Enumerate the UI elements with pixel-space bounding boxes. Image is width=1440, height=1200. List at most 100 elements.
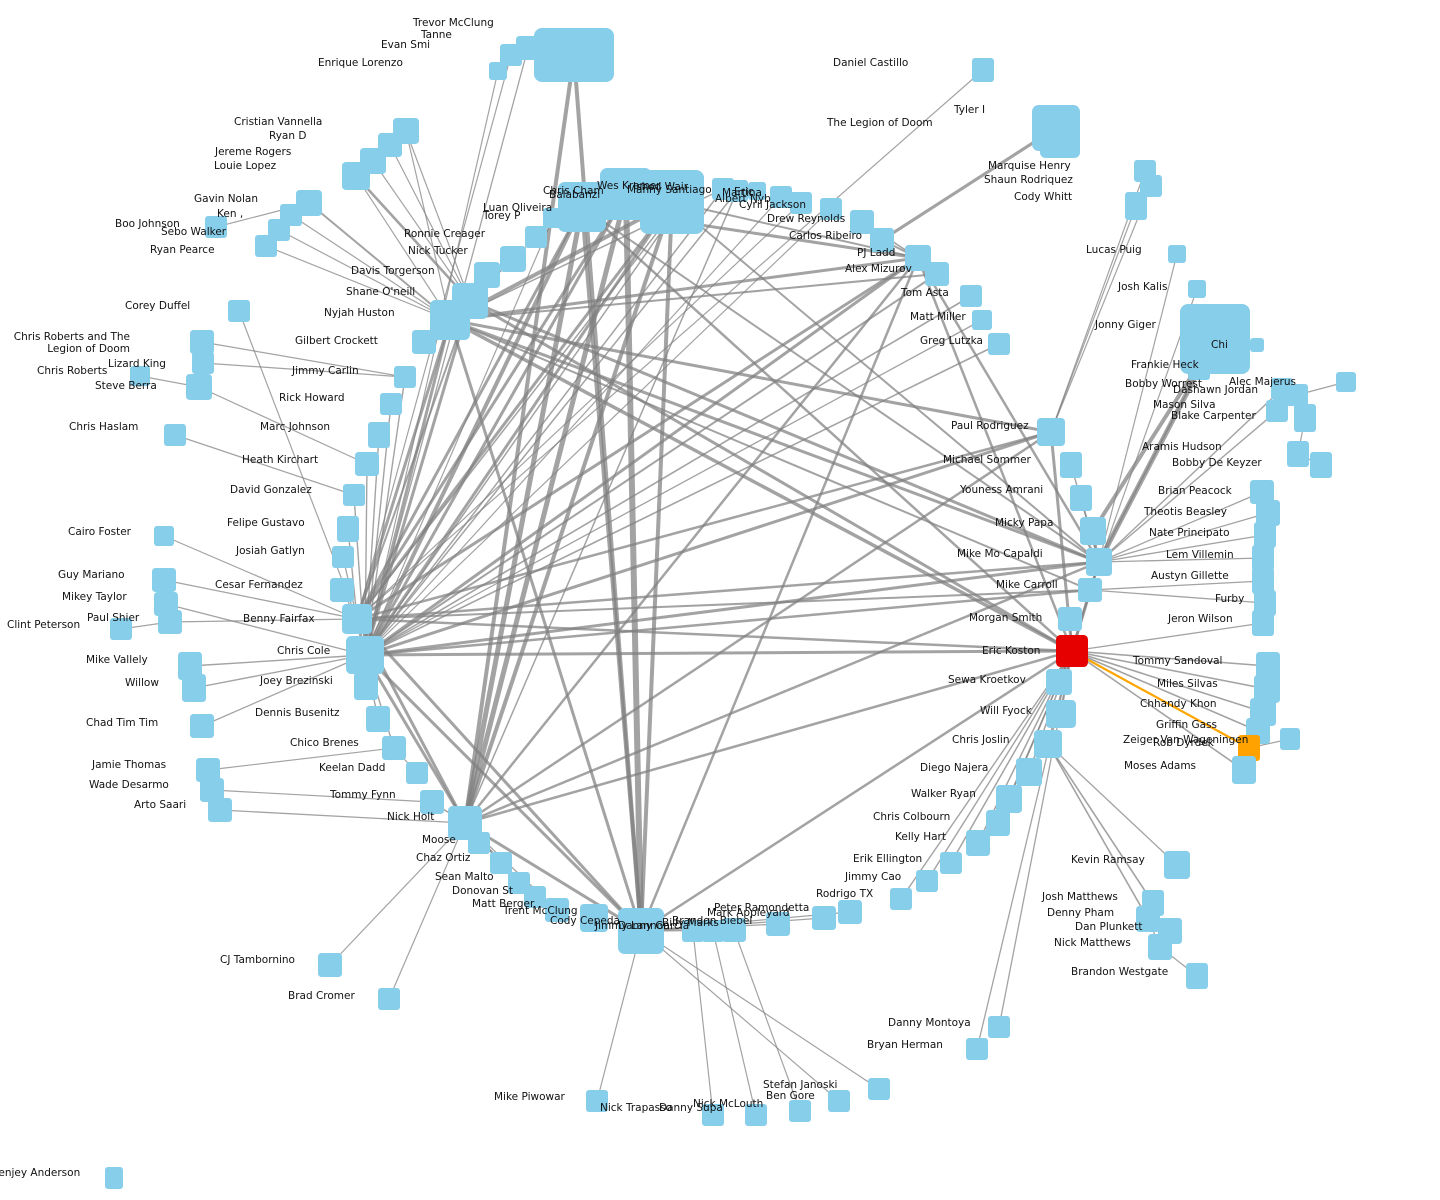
graph-node[interactable] bbox=[355, 452, 379, 476]
graph-node[interactable] bbox=[558, 182, 606, 232]
graph-node[interactable] bbox=[684, 175, 704, 195]
graph-node[interactable] bbox=[1294, 404, 1316, 432]
graph-node[interactable] bbox=[342, 162, 370, 190]
graph-node[interactable] bbox=[682, 920, 704, 942]
graph-node[interactable] bbox=[500, 44, 522, 66]
graph-node[interactable] bbox=[1058, 607, 1082, 631]
graph-node[interactable] bbox=[1034, 730, 1062, 758]
graph-node[interactable] bbox=[430, 300, 470, 340]
graph-node[interactable] bbox=[468, 832, 490, 854]
graph-node[interactable] bbox=[1254, 522, 1276, 548]
graph-node[interactable] bbox=[916, 870, 938, 892]
graph-node[interactable] bbox=[524, 886, 546, 908]
graph-node[interactable] bbox=[186, 374, 212, 400]
graph-node[interactable] bbox=[828, 1090, 850, 1112]
graph-node[interactable] bbox=[1140, 175, 1162, 197]
graph-node[interactable] bbox=[343, 484, 365, 506]
graph-node[interactable] bbox=[726, 180, 748, 202]
graph-node[interactable] bbox=[182, 674, 206, 702]
graph-node[interactable] bbox=[988, 1016, 1010, 1038]
graph-node[interactable] bbox=[972, 310, 992, 330]
graph-node[interactable] bbox=[525, 226, 547, 248]
graph-node[interactable] bbox=[330, 578, 354, 602]
graph-node[interactable] bbox=[1254, 590, 1276, 616]
graph-node[interactable] bbox=[354, 672, 378, 700]
graph-node[interactable] bbox=[1252, 610, 1274, 636]
graph-node[interactable] bbox=[820, 198, 842, 220]
graph-node[interactable] bbox=[600, 168, 652, 220]
graph-node[interactable] bbox=[380, 393, 402, 415]
graph-node[interactable] bbox=[1280, 728, 1300, 750]
graph-node[interactable] bbox=[332, 546, 354, 568]
graph-node[interactable] bbox=[770, 186, 792, 208]
graph-node[interactable] bbox=[870, 228, 894, 252]
graph-node[interactable] bbox=[1040, 118, 1080, 158]
graph-node[interactable] bbox=[420, 790, 444, 814]
graph-node[interactable] bbox=[1186, 963, 1208, 989]
graph-node[interactable] bbox=[1070, 485, 1092, 511]
graph-node[interactable] bbox=[228, 300, 250, 322]
graph-node[interactable] bbox=[1188, 358, 1210, 380]
graph-node[interactable] bbox=[1286, 384, 1308, 406]
graph-node[interactable] bbox=[190, 714, 214, 738]
graph-node[interactable] bbox=[868, 1078, 890, 1100]
graph-node[interactable] bbox=[748, 182, 766, 200]
graph-node[interactable] bbox=[1080, 517, 1106, 545]
graph-node[interactable] bbox=[342, 604, 372, 634]
graph-node[interactable] bbox=[838, 900, 862, 924]
graph-node[interactable] bbox=[1148, 934, 1172, 960]
graph-node[interactable] bbox=[1125, 192, 1147, 220]
graph-node[interactable] bbox=[1232, 756, 1256, 784]
graph-node[interactable] bbox=[1252, 568, 1274, 594]
graph-node[interactable] bbox=[996, 785, 1022, 813]
graph-node[interactable] bbox=[545, 898, 569, 922]
graph-node[interactable] bbox=[205, 216, 227, 238]
graph-node[interactable] bbox=[154, 526, 174, 546]
graph-node[interactable] bbox=[1056, 635, 1088, 667]
graph-node[interactable] bbox=[1078, 578, 1102, 602]
graph-node[interactable] bbox=[152, 568, 176, 592]
graph-node[interactable] bbox=[346, 636, 384, 674]
graph-node[interactable] bbox=[500, 246, 526, 272]
graph-node[interactable] bbox=[925, 262, 949, 286]
graph-node[interactable] bbox=[745, 1104, 767, 1126]
graph-node[interactable] bbox=[1266, 400, 1288, 422]
graph-node[interactable] bbox=[394, 366, 416, 388]
graph-node[interactable] bbox=[406, 762, 428, 784]
graph-node[interactable] bbox=[1250, 338, 1264, 352]
graph-node[interactable] bbox=[618, 908, 664, 954]
graph-node[interactable] bbox=[1238, 735, 1260, 761]
graph-node[interactable] bbox=[489, 62, 507, 80]
graph-node[interactable] bbox=[790, 192, 812, 214]
graph-node[interactable] bbox=[966, 830, 990, 856]
graph-node[interactable] bbox=[702, 920, 724, 942]
graph-node[interactable] bbox=[966, 1038, 988, 1060]
graph-node[interactable] bbox=[1256, 500, 1280, 526]
graph-node[interactable] bbox=[110, 618, 132, 640]
graph-node[interactable] bbox=[1016, 758, 1042, 786]
graph-node[interactable] bbox=[318, 953, 342, 977]
graph-node[interactable] bbox=[337, 516, 359, 542]
graph-node[interactable] bbox=[208, 798, 232, 822]
graph-node[interactable] bbox=[1336, 372, 1356, 392]
graph-node[interactable] bbox=[192, 352, 214, 374]
graph-node[interactable] bbox=[534, 28, 614, 82]
graph-node[interactable] bbox=[378, 988, 400, 1010]
graph-node[interactable] bbox=[702, 1104, 724, 1126]
graph-node[interactable] bbox=[766, 912, 790, 936]
graph-node[interactable] bbox=[1188, 280, 1206, 298]
graph-node[interactable] bbox=[164, 424, 186, 446]
graph-node[interactable] bbox=[1046, 700, 1076, 728]
graph-node[interactable] bbox=[986, 810, 1010, 836]
graph-node[interactable] bbox=[412, 330, 436, 354]
graph-node[interactable] bbox=[789, 1100, 811, 1122]
graph-node[interactable] bbox=[940, 852, 962, 874]
graph-node[interactable] bbox=[190, 330, 214, 354]
graph-node[interactable] bbox=[158, 610, 182, 634]
graph-node[interactable] bbox=[382, 736, 406, 760]
graph-node[interactable] bbox=[580, 904, 608, 932]
graph-node[interactable] bbox=[1252, 545, 1274, 571]
graph-node[interactable] bbox=[255, 235, 277, 257]
graph-node[interactable] bbox=[490, 852, 512, 874]
